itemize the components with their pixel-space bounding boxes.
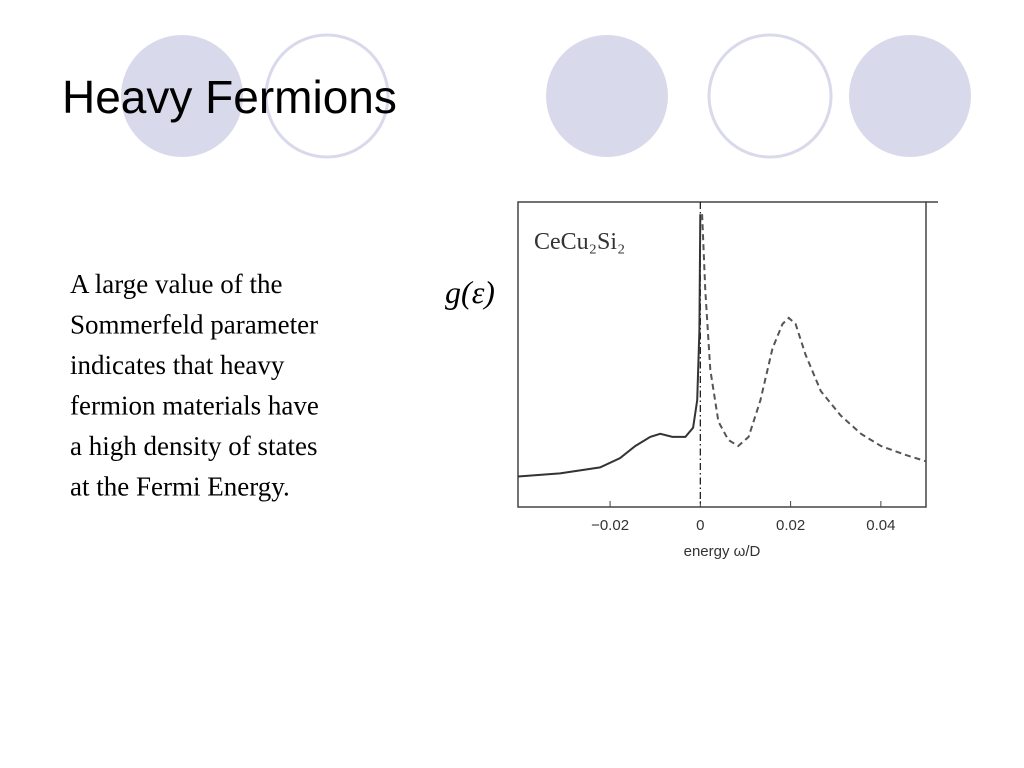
x-tick-label: 0.04 bbox=[866, 517, 895, 534]
body-line: indicates that heavy bbox=[70, 350, 285, 380]
body-line: at the Fermi Energy. bbox=[70, 472, 290, 502]
x-tick-label: 0 bbox=[696, 517, 704, 534]
x-tick-label: 0.02 bbox=[776, 517, 805, 534]
x-tick-label: −0.02 bbox=[591, 517, 629, 534]
curve bbox=[701, 214, 927, 463]
chart: CeCu₂Si₂ g(ε) energy ω/D −0.02 0 0.02 0.04 bbox=[445, 201, 938, 560]
y-axis-label: g(ε) bbox=[445, 274, 495, 310]
plot-frame bbox=[517, 201, 927, 508]
body-text: A large value of the Sommerfeld parameter… bbox=[70, 269, 319, 502]
slide-title: Heavy Fermions bbox=[62, 71, 397, 123]
x-axis-label: energy ω/D bbox=[684, 543, 761, 560]
body-line: Sommerfeld parameter bbox=[70, 310, 318, 340]
curve bbox=[517, 214, 702, 478]
decor-circles bbox=[121, 33, 971, 159]
body-line: a high density of states bbox=[70, 431, 317, 461]
body-line: A large value of the bbox=[70, 269, 282, 299]
body-line: fermion materials have bbox=[70, 391, 319, 421]
annotation: CeCu₂Si₂ bbox=[534, 229, 625, 255]
